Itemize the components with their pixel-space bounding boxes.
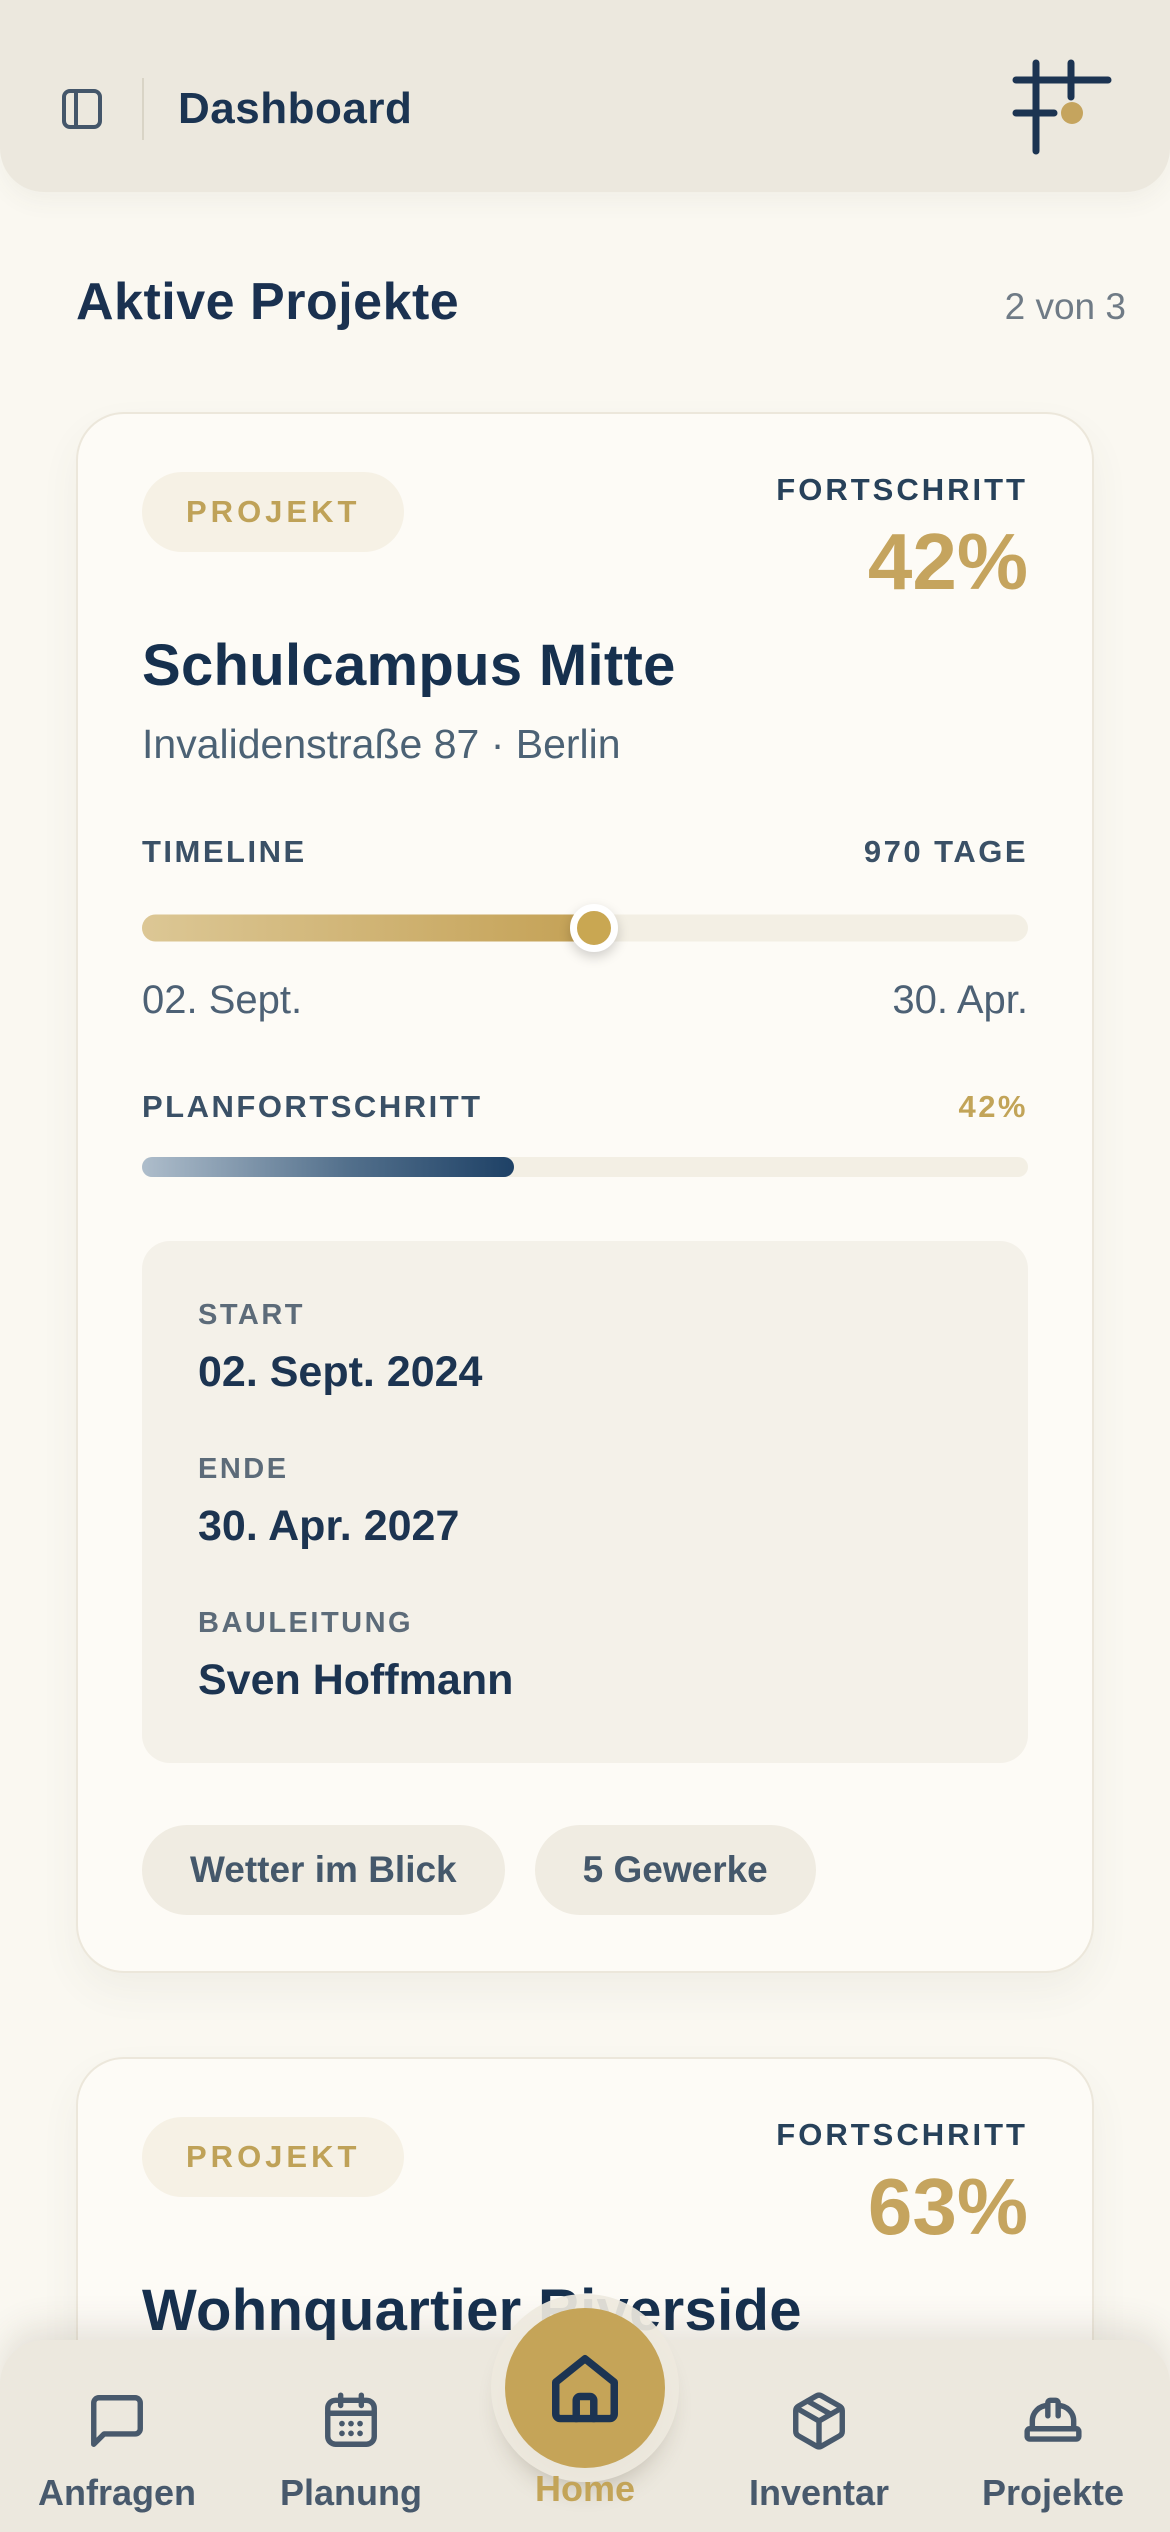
timeline-slider-thumb[interactable] (569, 904, 618, 952)
progress-block: FORTSCHRITT 42% (776, 472, 1028, 602)
detail-label: ENDE (198, 1453, 289, 1485)
gewerke-chip[interactable]: 5 Gewerke (534, 1825, 816, 1915)
tab-label: Projekte (981, 2472, 1125, 2513)
tab-inventar[interactable]: Inventar (702, 2340, 936, 2532)
package-icon (793, 2392, 845, 2450)
detail-value: 02. Sept. 2024 (198, 1348, 483, 1396)
home-button-circle[interactable] (505, 2308, 665, 2468)
project-badge: PROJEKT (142, 472, 405, 552)
detail-bauleitung: BAULEITUNG Sven Hoffmann (198, 1607, 972, 1705)
panel-left-icon (62, 89, 102, 129)
plan-progress-label: PLANFORTSCHRITT (142, 1089, 483, 1124)
progress-block: FORTSCHRITT 63% (776, 2117, 1028, 2247)
project-details-box: START 02. Sept. 2024 ENDE 30. Apr. 2027 … (142, 1241, 1028, 1763)
tab-planung[interactable]: Planung (234, 2340, 468, 2532)
detail-value: 30. Apr. 2027 (198, 1502, 460, 1550)
timeline-slider[interactable] (142, 904, 1028, 952)
progress-label: FORTSCHRITT (776, 472, 1028, 507)
detail-ende: ENDE 30. Apr. 2027 (198, 1453, 972, 1551)
progress-value: 63% (867, 2162, 1028, 2251)
timeline-label: TIMELINE (142, 834, 307, 869)
progress-label: FORTSCHRITT (776, 2117, 1028, 2152)
plan-progress-fill (142, 1157, 515, 1177)
plan-progress-bar (142, 1157, 1028, 1177)
tab-home[interactable]: Home (468, 2308, 702, 2532)
progress-value: 42% (867, 517, 1028, 606)
timeline-days: 970 TAGE (863, 834, 1028, 869)
tab-label: Anfragen (37, 2472, 196, 2513)
home-icon (552, 2355, 618, 2423)
bottom-tab-bar: Anfragen Planung Home (0, 2308, 1170, 2532)
page-title: Dashboard (178, 84, 413, 133)
project-counter: 2 von 3 (1004, 286, 1126, 327)
weather-chip[interactable]: Wetter im Blick (142, 1825, 505, 1915)
header-divider (142, 78, 144, 140)
section-heading-row: Aktive Projekte 2 von 3 (76, 272, 1126, 332)
project-card-schulcampus[interactable]: PROJEKT FORTSCHRITT 42% Schulcampus Mitt… (76, 412, 1094, 1973)
timeline-header-row: TIMELINE 970 TAGE (142, 834, 1028, 870)
project-badge: PROJEKT (142, 2117, 405, 2197)
detail-value: Sven Hoffmann (198, 1656, 514, 1704)
detail-label: START (198, 1299, 306, 1331)
plan-progress-value: 42% (958, 1089, 1028, 1124)
section-title: Aktive Projekte (76, 273, 460, 331)
tab-label: Home (534, 2468, 636, 2509)
hard-hat-icon (1024, 2397, 1082, 2442)
tab-anfragen[interactable]: Anfragen (0, 2340, 234, 2532)
detail-label: BAULEITUNG (198, 1607, 414, 1639)
tab-label: Inventar (748, 2472, 890, 2513)
tab-label: Planung (280, 2472, 422, 2513)
detail-start: START 02. Sept. 2024 (198, 1299, 972, 1397)
chat-bubble-icon (91, 2395, 143, 2447)
project-title: Wohnquartier Riverside (142, 2278, 802, 2343)
app-header: Dashboard (0, 0, 1170, 192)
brand-logo-icon (1004, 55, 1114, 164)
sidebar-toggle-button[interactable] (56, 83, 108, 135)
plan-progress-header-row: PLANFORTSCHRITT 42% (142, 1089, 1028, 1125)
card-top-row: PROJEKT FORTSCHRITT 42% (142, 472, 1028, 602)
project-address: Invalidenstraße 87 · Berlin (142, 721, 621, 767)
project-title: Schulcampus Mitte (142, 633, 676, 698)
timeline-slider-fill (142, 914, 594, 942)
timeline-start-date: 02. Sept. (142, 978, 303, 1022)
chips-row: Wetter im Blick 5 Gewerke (142, 1825, 1028, 1915)
timeline-dates-row: 02. Sept. 30. Apr. (142, 978, 1028, 1023)
timeline-end-date: 30. Apr. (892, 978, 1028, 1022)
card-top-row: PROJEKT FORTSCHRITT 63% (142, 2117, 1028, 2247)
tab-projekte[interactable]: Projekte (936, 2340, 1170, 2532)
calendar-icon (325, 2392, 377, 2447)
